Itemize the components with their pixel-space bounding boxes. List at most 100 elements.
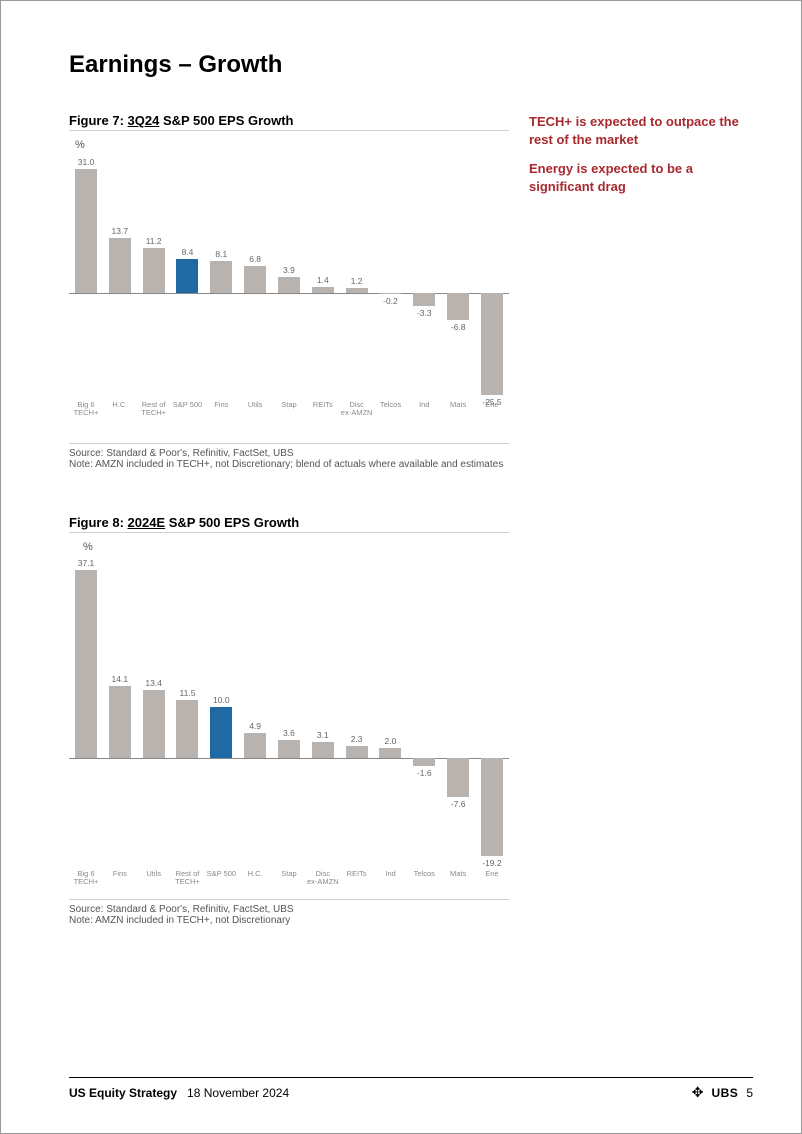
bar-slot: 2.0Ind <box>375 555 405 885</box>
figure-7-under: 3Q24 <box>128 113 160 128</box>
bar-value-label: -7.6 <box>438 799 478 809</box>
figure-7-source-note: Source: Standard & Poor's, Refinitiv, Fa… <box>69 443 509 470</box>
chart-bar <box>210 261 232 293</box>
bar-value-label: -3.3 <box>404 308 444 318</box>
bar-slot: -6.8Mats <box>443 153 473 413</box>
bar-value-label: 11.2 <box>134 236 174 246</box>
chart-bar <box>109 238 131 293</box>
chart-bar <box>109 686 131 758</box>
bar-slot: 11.2Rest ofTECH+ <box>139 153 169 413</box>
figure-7-source: Source: Standard & Poor's, Refinitiv, Fa… <box>69 448 509 459</box>
chart-bar <box>278 740 300 758</box>
figure-8: Figure 8: 2024E S&P 500 EPS Growth % 37.… <box>69 515 509 926</box>
bar-slot: 1.2Discex-AMZN <box>342 153 372 413</box>
bar-value-label: -19.2 <box>472 858 512 868</box>
bar-slot: -3.3Ind <box>409 153 439 413</box>
figure-7-chart: 31.0Big 6TECH+13.7H.C.11.2Rest ofTECH+8.… <box>69 153 509 413</box>
chart-bar <box>379 748 401 758</box>
left-column: Figure 7: 3Q24 S&P 500 EPS Growth % 31.0… <box>69 113 509 971</box>
bar-slot: 8.1Fins <box>206 153 236 413</box>
chart-bar <box>346 746 368 758</box>
bar-slot: 1.4REITs <box>308 153 338 413</box>
bar-slot: 2.3REITs <box>342 555 372 885</box>
figure-8-source: Source: Standard & Poor's, Refinitiv, Fa… <box>69 904 509 915</box>
figure-8-under: 2024E <box>128 515 166 530</box>
chart-bar <box>413 758 435 766</box>
bar-value-label: 13.7 <box>100 226 140 236</box>
bar-value-label: 2.0 <box>370 736 410 746</box>
figure-8-suffix: S&P 500 EPS Growth <box>165 515 299 530</box>
bar-value-label: -6.8 <box>438 322 478 332</box>
bar-slot: -1.6Telcos <box>409 555 439 885</box>
footer-page-num: 5 <box>746 1086 753 1100</box>
bar-slot: 6.8Utils <box>240 153 270 413</box>
chart-bar <box>481 293 503 395</box>
bar-value-label: 1.2 <box>337 276 377 286</box>
bar-value-label: 31.0 <box>66 157 106 167</box>
figure-8-ylabel: % <box>83 541 509 553</box>
bar-slot: -19.2Ene <box>477 555 507 885</box>
bar-slot: 3.9Stap <box>274 153 304 413</box>
bar-slot: -7.6Mats <box>443 555 473 885</box>
bar-slot: -25.5Ene <box>477 153 507 413</box>
chart-bar <box>447 293 469 320</box>
content-row: Figure 7: 3Q24 S&P 500 EPS Growth % 31.0… <box>69 113 753 971</box>
figure-8-chart: 37.1Big 6TECH+14.1Fins13.4Utils11.5Rest … <box>69 555 509 885</box>
chart-bar <box>143 690 165 758</box>
bar-slot: 11.5Rest ofTECH+ <box>172 555 202 885</box>
figure-8-prefix: Figure 8: <box>69 515 128 530</box>
bar-slot: -0.2Telcos <box>375 153 405 413</box>
bar-category-label: Ene <box>472 870 512 878</box>
page-footer: US Equity Strategy 18 November 2024 ✥ UB… <box>69 1077 753 1101</box>
footer-date: 18 November 2024 <box>187 1086 289 1100</box>
chart-bar <box>210 707 232 758</box>
chart-bar <box>413 293 435 306</box>
figure-7-note: Note: AMZN included in TECH+, not Discre… <box>69 459 509 470</box>
figure-8-source-note: Source: Standard & Poor's, Refinitiv, Fa… <box>69 899 509 926</box>
bar-value-label: -1.6 <box>404 768 444 778</box>
bar-slot: 13.7H.C. <box>105 153 135 413</box>
chart-bar <box>244 733 266 758</box>
bar-slot: 31.0Big 6TECH+ <box>71 153 101 413</box>
figure-7-ylabel: % <box>75 139 509 151</box>
ubs-keys-icon: ✥ <box>692 1084 704 1101</box>
callout-1: TECH+ is expected to outpace the rest of… <box>529 113 744 148</box>
bar-value-label: -0.2 <box>370 296 410 306</box>
bar-category-label: Ene <box>472 401 512 409</box>
chart-bar <box>176 259 198 293</box>
chart-bar <box>346 288 368 293</box>
bar-value-label: 3.9 <box>269 265 309 275</box>
chart-bar <box>278 277 300 293</box>
bar-value-label: 6.8 <box>235 254 275 264</box>
figure-7-prefix: Figure 7: <box>69 113 128 128</box>
bar-value-label: 10.0 <box>201 695 241 705</box>
chart-bar <box>244 266 266 293</box>
figure-8-chart-wrap: % 37.1Big 6TECH+14.1Fins13.4Utils11.5Res… <box>69 541 509 897</box>
bar-value-label: 13.4 <box>134 678 174 688</box>
figure-7-title: Figure 7: 3Q24 S&P 500 EPS Growth <box>69 113 509 131</box>
figure-8-note: Note: AMZN included in TECH+, not Discre… <box>69 915 509 926</box>
footer-left: US Equity Strategy 18 November 2024 <box>69 1086 289 1100</box>
chart-bar <box>75 570 97 758</box>
bar-slot: 3.6Stap <box>274 555 304 885</box>
bar-value-label: 37.1 <box>66 558 106 568</box>
chart-bar <box>176 700 198 758</box>
bar-slot: 13.4Utils <box>139 555 169 885</box>
figure-7-bars: 31.0Big 6TECH+13.7H.C.11.2Rest ofTECH+8.… <box>69 153 509 413</box>
figure-7-suffix: S&P 500 EPS Growth <box>159 113 293 128</box>
figure-8-title: Figure 8: 2024E S&P 500 EPS Growth <box>69 515 509 533</box>
chart-bar <box>312 287 334 293</box>
bar-slot: 14.1Fins <box>105 555 135 885</box>
bar-slot: 8.4S&P 500 <box>172 153 202 413</box>
footer-right: ✥ UBS 5 <box>692 1084 753 1101</box>
callout-2: Energy is expected to be a significant d… <box>529 160 744 195</box>
figure-7-chart-wrap: % 31.0Big 6TECH+13.7H.C.11.2Rest ofTECH+… <box>69 139 509 425</box>
figure-7: Figure 7: 3Q24 S&P 500 EPS Growth % 31.0… <box>69 113 509 470</box>
bar-slot: 10.0S&P 500 <box>206 555 236 885</box>
chart-bar <box>481 758 503 855</box>
footer-strategy: US Equity Strategy <box>69 1086 177 1100</box>
bar-slot: 3.1Discex-AMZN <box>308 555 338 885</box>
bar-slot: 37.1Big 6TECH+ <box>71 555 101 885</box>
chart-bar <box>312 742 334 758</box>
page-title: Earnings – Growth <box>69 51 753 79</box>
